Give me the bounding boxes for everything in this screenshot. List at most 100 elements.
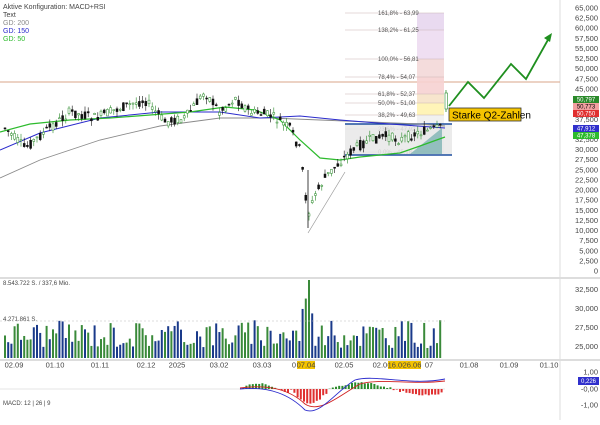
candle-body: [273, 112, 275, 114]
volume-bar: [439, 320, 441, 358]
macd-histogram-bar: [405, 389, 407, 393]
candle-body: [30, 140, 32, 148]
candle-body: [292, 130, 294, 132]
legend-gd150: GD: 150: [3, 28, 29, 35]
candle-body: [433, 126, 435, 127]
volume-bar: [183, 342, 185, 358]
candle-body: [154, 111, 156, 112]
candle-body: [167, 122, 169, 126]
candle-body: [302, 167, 304, 169]
candle-body: [321, 185, 323, 186]
macd-histogram-bar: [399, 389, 401, 392]
price-tick-label: 10,000: [575, 226, 598, 235]
candle-body: [430, 127, 432, 128]
volume-bar: [71, 342, 73, 358]
volume-bar: [321, 326, 323, 358]
volume-bar: [62, 321, 64, 358]
volume-tick-label: 25,000: [575, 342, 598, 351]
volume-bar: [151, 335, 153, 358]
candle-body: [49, 124, 51, 128]
candle-body: [350, 149, 352, 155]
macd-histogram-bar: [319, 389, 321, 400]
candle-body: [138, 101, 140, 106]
volume-bar: [401, 321, 403, 358]
candle-body: [231, 103, 233, 104]
macd-histogram-bar: [364, 384, 366, 389]
date-tick-label: 2025: [169, 361, 186, 370]
macd-histogram-bar: [418, 389, 420, 395]
volume-bar: [346, 345, 348, 358]
volume-bar: [314, 346, 316, 358]
candle-body: [190, 110, 192, 111]
price-tick-label: 22,500: [575, 175, 598, 184]
candle-body: [410, 139, 412, 141]
volume-bar: [420, 344, 422, 358]
volume-bar: [113, 328, 115, 358]
macd-histogram-bar: [425, 389, 427, 394]
volume-bar: [385, 338, 387, 358]
volume-bar: [212, 345, 214, 358]
volume-bar: [215, 323, 217, 358]
candle-body: [74, 111, 76, 118]
volume-tick-label: 32,500: [575, 285, 598, 294]
volume-tick-label: 27,500: [575, 323, 598, 332]
fib-label: 138,2% - 61,25: [378, 28, 419, 34]
candle-body: [375, 136, 377, 143]
volume-bar: [238, 325, 240, 358]
candle-body: [33, 139, 35, 141]
date-tick-label: 01.08: [460, 361, 479, 370]
volume-bar: [337, 342, 339, 358]
legend-gd50: GD: 50: [3, 36, 25, 43]
candle-body: [340, 164, 342, 166]
volume-bar: [81, 325, 83, 358]
candle-body: [369, 135, 371, 136]
candle-body: [196, 99, 198, 105]
candle-body: [244, 106, 246, 111]
volume-bar: [14, 326, 16, 358]
candle-body: [81, 114, 83, 118]
candle-body: [266, 111, 268, 116]
candle-body: [404, 135, 406, 136]
candle-body: [164, 119, 166, 122]
volume-bar: [234, 335, 236, 358]
macd-histogram-bar: [348, 385, 350, 389]
volume-bar: [292, 331, 294, 358]
macd-histogram-bar: [293, 389, 295, 393]
volume-bar: [145, 335, 147, 358]
volume-bar: [106, 345, 108, 358]
macd-histogram-bar: [316, 389, 318, 401]
candle-body: [218, 112, 220, 115]
candle-body: [62, 116, 64, 121]
volume-bar: [231, 343, 233, 358]
volume-bar: [218, 332, 220, 358]
macd-value-label: 0,226: [581, 379, 597, 385]
price-marker-label: 50,750: [577, 112, 596, 118]
candle-body: [334, 167, 336, 168]
candle-body: [71, 110, 73, 112]
macd-histogram-bar: [354, 382, 356, 389]
macd-histogram-bar: [322, 389, 324, 395]
candle-body: [55, 122, 57, 126]
volume-bar: [68, 324, 70, 358]
volume-bar: [148, 346, 150, 358]
volume-bar: [23, 336, 25, 358]
volume-bar: [193, 343, 195, 358]
volume-bar: [343, 335, 345, 358]
volume-bar: [350, 340, 352, 358]
macd-histogram-bar: [431, 389, 433, 394]
candle-body: [94, 113, 96, 114]
volume-bar: [318, 337, 320, 358]
macd-histogram-bar: [357, 383, 359, 389]
volume-bar: [372, 327, 374, 358]
volume-bar: [433, 328, 435, 358]
candle-body: [90, 119, 92, 121]
candle-body: [414, 133, 416, 137]
volume-bar: [142, 328, 144, 358]
volume-bar: [74, 330, 76, 358]
date-tick-label: 01.09: [500, 361, 519, 370]
candle-body: [305, 195, 307, 200]
macd-histogram-bar: [313, 389, 315, 403]
macd-histogram-bar: [393, 389, 395, 390]
volume-bar: [359, 346, 361, 358]
volume-tick-label: 30,000: [575, 304, 598, 313]
